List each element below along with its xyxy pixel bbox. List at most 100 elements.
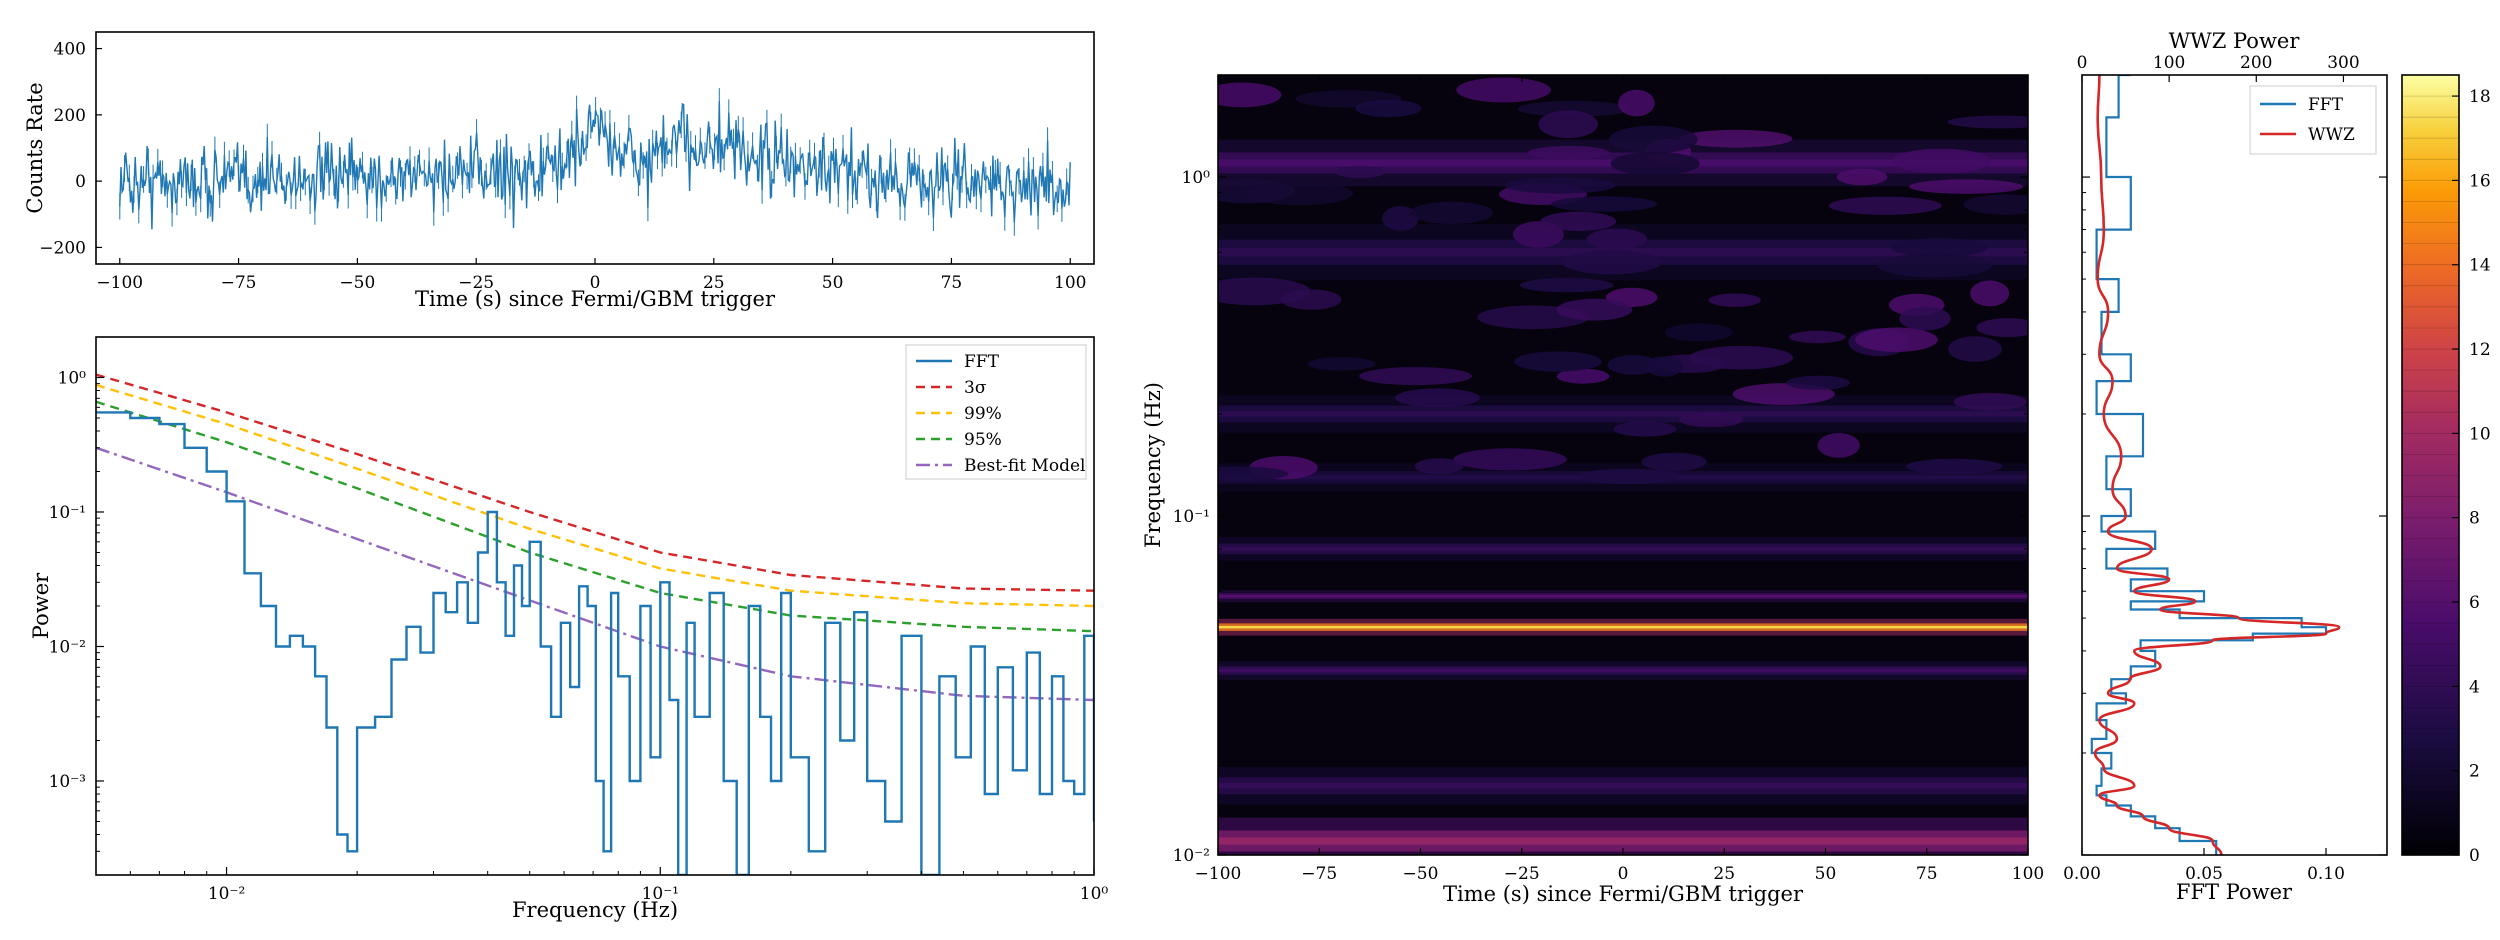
x-tick-label: 0.10 [2307,864,2345,884]
wwz-blob [1551,196,1658,212]
x-tick-label: 100 [1054,273,1086,293]
legend-label: 3σ [964,378,987,398]
wwz-blob [1953,392,2027,411]
wwz-band-core [1218,625,2028,629]
wwz-blob [1556,298,1633,321]
colorbar-tick-label: 6 [2469,593,2480,613]
x-tick-label: −50 [1403,864,1439,884]
wwz-blob [1556,368,1610,384]
wwz-blob [1608,125,1698,154]
wwz-band-core [1218,782,2028,789]
colorbar-panel: 0 2 4 6 8 10 12 14 16 18 [2401,74,2491,866]
wwz-blob [1963,194,2028,215]
wwz-blob [1836,168,1888,186]
wwz-blob [1586,228,1647,250]
profile-wwz-line [2093,75,2341,855]
light-curve-y-ticks: −200 0 200 400 [39,40,102,258]
x-tick-label: −100 [96,273,143,293]
y-tick-label: 200 [54,106,86,126]
power-spectrum-legend-items: FFT 3σ 99% 95% Best-fit Model [916,352,1085,476]
wwz-blob [1504,177,1616,194]
wwz-blob [1641,452,1707,472]
wwz-blob [1540,211,1617,231]
power-profile-top-xlabel: WWZ Power [2169,29,2301,53]
light-curve-errorbars [119,88,1068,236]
x-tick-label: 10⁻² [208,884,245,904]
colorbar-tick-label: 2 [2469,762,2480,782]
y-tick-label: 10⁻³ [49,772,86,792]
power-profile-panel: 0.00 0.05 0.10 0 100 200 300 FFT Power WWZ Po… [2063,29,2388,904]
top-tick-label: 300 [2327,53,2359,73]
power-spectrum-legend: FFT 3σ 99% 95% Best-fit Model [905,344,1087,480]
wwz-blob [1679,129,1793,148]
power-profile-x-ticks: 0.00 0.05 0.10 [2063,848,2345,884]
top-tick-label: 200 [2240,53,2272,73]
wwz-blob [1519,278,1614,293]
x-tick-label: 0 [590,273,601,293]
x-tick-label: −75 [1301,864,1337,884]
y-tick-label: 10⁻² [1173,846,1210,866]
wwz-blob [1456,77,1551,103]
profile-fft-line [2090,75,2328,855]
power-spectrum-x-ticks: 10⁻² 10⁻¹ 10⁰ [129,867,1109,904]
colorbar-tick-label: 12 [2469,340,2491,360]
wwz-blob [1948,336,2002,362]
x-tick-label: −75 [221,273,257,293]
wwz-blob [1395,388,1480,408]
wwz-blob [1947,115,2028,129]
wwz-blob [1307,357,1376,371]
wwz-map-xlabel: Time (s) since Fermi/GBM trigger [1443,882,1804,906]
wwz-blob [1359,367,1473,386]
light-curve-series [119,88,1071,236]
wwz-blob [1708,293,1761,307]
wwz-blob [1218,466,1289,481]
ps-series-3 [96,446,1094,702]
wwz-blob [1410,201,1494,224]
wwz-blob [1562,250,1662,275]
power-profile-xlabel: FFT Power [2176,880,2293,904]
x-tick-label: 0 [1618,864,1629,884]
y-tick-label: 400 [54,40,86,60]
ps-series-4 [96,411,1094,875]
x-tick-label: 25 [703,273,725,293]
colorbar-ticks: 0 2 4 6 8 10 12 14 16 18 [2452,87,2491,866]
wwz-blob [1905,458,2003,474]
wwz-blob [1679,412,1744,428]
wwz-blob [1578,468,1680,485]
wwz-band-core [1218,669,2028,672]
x-tick-label: −25 [1504,864,1540,884]
x-tick-label: −50 [339,273,375,293]
wwz-blob [1528,145,1610,160]
wwz-map-ylabel: Frequency (Hz) [1141,382,1165,548]
wwz-blob [1817,433,1860,458]
wwz-blob [1453,448,1567,471]
x-tick-label: 10⁰ [1080,884,1109,904]
wwz-blob [1414,458,1464,474]
colorbar-tick-label: 18 [2469,87,2491,107]
wwz-blob [1645,356,1684,377]
top-tick-label: 0 [2077,53,2088,73]
wwz-band-core [1218,837,2028,845]
x-tick-label: 75 [1916,864,1938,884]
y-tick-label: 10⁰ [58,368,87,388]
wwz-blob [1891,238,1988,257]
x-tick-label: 0.05 [2185,864,2223,884]
wwz-blob [1218,178,1295,204]
wwz-blob [1828,196,1942,215]
light-curve-ylabel: Counts Rate [23,82,47,213]
colorbar-tick-label: 16 [2469,171,2491,191]
colorbar-tick-label: 8 [2469,509,2480,529]
colorbar-gradient [2402,75,2459,855]
wwz-blob [1976,318,2028,338]
wwz-blob [1877,253,1992,278]
colorbar-tick-label: 10 [2469,424,2491,444]
wwz-band-core [1218,547,2028,551]
legend-label: FFT [2308,95,2344,115]
wwz-blob [1970,280,2010,307]
wwz-blob [1514,351,1602,372]
wwz-blob [1334,165,1386,179]
wwz-band-core [1218,595,2028,598]
colorbar-tick-label: 4 [2469,677,2480,697]
wwz-blob [1891,148,1992,174]
